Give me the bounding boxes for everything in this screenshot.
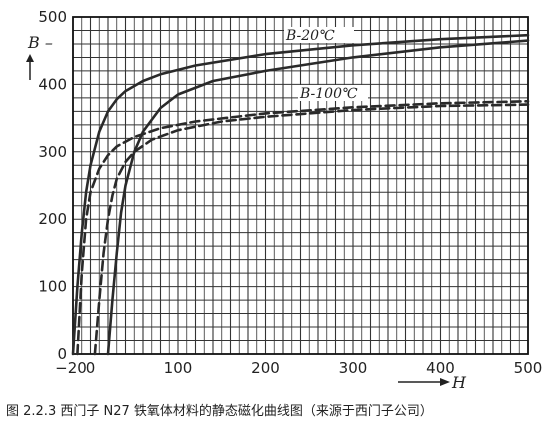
x-tick-label: 0 [86,359,96,377]
series-line-4 [93,103,530,356]
y-axis-arrowhead [26,54,34,62]
y-tick-label: 200 [38,210,67,228]
annotation-bg [298,85,368,101]
y-tick-label: 100 [38,278,67,296]
series-line-2 [106,39,530,356]
axes [72,16,529,355]
series-group [71,33,530,356]
y-tick-label: 400 [38,75,67,93]
labels: 0 100 200 300 400 500 −200 100 200 300 400 500 B – H B… [26,8,542,392]
series-line-1 [71,33,530,356]
x-tick-label: 500 [514,359,543,377]
x-tick-label: 200 [251,359,280,377]
x-axis-arrowhead [440,378,450,386]
x-axis-label: H [451,373,467,392]
y-tick-label: 500 [38,8,67,26]
x-tick-label: −20 [55,359,87,377]
y-axis-label: B – [27,33,53,52]
x-tick-label: 300 [339,359,368,377]
grid [72,16,529,355]
series-line-3 [76,100,530,356]
y-tick-label: 0 [57,345,67,363]
bh-chart: 0 100 200 300 400 500 −200 100 200 300 400 500 B – H B… [26,8,542,392]
curve-annotation: B-100℃ [299,86,358,102]
annotation-bg [284,27,354,43]
figure-caption: 图 2.2.3 西门子 N27 铁氧体材料的静态磁化曲线图（来源于西门子公司） [6,404,433,419]
y-tick-label: 300 [38,143,67,161]
x-tick-label: 100 [164,359,193,377]
x-tick-label: 400 [426,359,455,377]
plot-frame [72,16,529,355]
curve-annotation: B-20℃ [285,28,335,44]
